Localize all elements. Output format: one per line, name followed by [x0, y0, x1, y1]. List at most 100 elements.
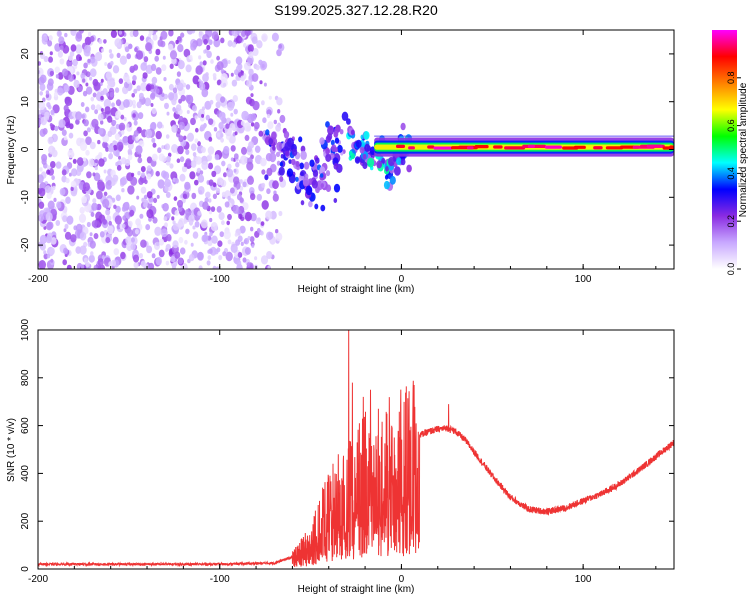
heatmap-cell — [113, 204, 117, 209]
heatmap-cell — [64, 32, 68, 38]
heatmap-cell — [233, 108, 238, 115]
heatmap-cell — [87, 31, 92, 37]
heatmap-cell — [240, 75, 245, 82]
heatmap-cell — [146, 165, 152, 172]
heatmap-cell — [85, 261, 90, 268]
heatmap-cell — [172, 223, 179, 231]
heatmap-cell — [222, 82, 227, 87]
heatmap-cell — [194, 221, 200, 228]
heatmap-cell — [128, 43, 133, 49]
heatmap-cell — [223, 145, 230, 154]
heatmap-cell — [89, 35, 95, 43]
heatmap-cell — [41, 158, 47, 166]
snr-x-tick-label: -200 — [28, 574, 48, 585]
heatmap-cell — [123, 99, 130, 108]
heatmap-cell — [94, 159, 98, 164]
heatmap-cell — [174, 210, 179, 216]
heatmap-cell — [108, 261, 113, 267]
heatmap-cell — [76, 56, 80, 61]
heatmap-cell — [233, 176, 240, 185]
heatmap-cell — [259, 80, 263, 85]
heatmap-cell — [164, 178, 171, 188]
spectrogram-x-axis-label: Height of straight line (km) — [298, 284, 415, 295]
heatmap-cell — [176, 71, 181, 77]
heatmap-cell — [309, 159, 315, 167]
heatmap-cell — [261, 169, 266, 175]
heatmap-cell — [63, 104, 69, 112]
heatmap-cell — [233, 153, 239, 160]
heatmap-cell — [241, 110, 249, 121]
heatmap-cell — [115, 194, 121, 202]
heatmap-cell — [104, 62, 108, 66]
heatmap-cell — [388, 156, 395, 167]
heatmap-cell — [107, 225, 114, 235]
heatmap-cell — [79, 245, 87, 255]
heatmap-cell — [229, 135, 236, 144]
heatmap-cell — [140, 82, 148, 92]
heatmap-cell — [151, 107, 157, 115]
heatmap-cell — [115, 151, 120, 158]
heatmap-cell — [362, 161, 368, 170]
heatmap-cell — [433, 146, 453, 150]
heatmap-cell — [140, 166, 146, 173]
heatmap-cell — [39, 91, 43, 96]
heatmap-cell — [201, 106, 206, 111]
heatmap-cell — [45, 90, 50, 95]
heatmap-cell — [156, 121, 163, 129]
heatmap-cell — [79, 231, 87, 241]
heatmap-cell — [86, 221, 91, 228]
heatmap-cell — [107, 76, 115, 87]
heatmap-cell — [236, 260, 242, 267]
heatmap-cell — [98, 158, 105, 167]
heatmap-cell — [66, 215, 74, 225]
heatmap-cell — [75, 111, 83, 121]
heatmap-cell — [211, 170, 217, 178]
heatmap-cell — [183, 48, 191, 58]
heatmap-cell — [64, 231, 72, 240]
heatmap-cell — [173, 196, 178, 201]
heatmap-cell — [105, 237, 111, 244]
heatmap-cell — [346, 118, 351, 125]
heatmap-cell — [114, 38, 122, 48]
heatmap-cell — [207, 239, 213, 247]
heatmap-cell — [44, 185, 51, 194]
heatmap-cell — [97, 139, 101, 145]
heatmap-cell — [221, 220, 225, 226]
heatmap-cell — [199, 61, 203, 66]
heatmap-cell — [165, 247, 169, 252]
heatmap-cell — [350, 129, 355, 136]
heatmap-cell — [308, 178, 313, 186]
heatmap-cell — [85, 106, 90, 113]
heatmap-cell — [121, 188, 125, 193]
heatmap-cell — [279, 176, 284, 182]
heatmap-cell — [46, 169, 51, 175]
heatmap-cell — [76, 71, 80, 76]
heatmap-cell — [308, 200, 313, 208]
heatmap-cell — [260, 157, 267, 167]
heatmap-cell — [291, 148, 298, 156]
heatmap-cell — [325, 153, 332, 162]
heatmap-cell — [206, 44, 211, 51]
heatmap-cell — [100, 108, 104, 112]
heatmap-cell — [132, 104, 136, 109]
heatmap-cell — [251, 244, 255, 248]
heatmap-cell — [216, 177, 223, 186]
heatmap-cell — [230, 157, 234, 162]
heatmap-cell — [242, 257, 247, 263]
heatmap-cell — [247, 44, 254, 53]
heatmap-cell — [267, 121, 274, 130]
heatmap-cell — [303, 161, 310, 170]
heatmap-cell — [331, 144, 337, 152]
heatmap-cell — [239, 179, 243, 184]
heatmap-cell — [49, 123, 53, 127]
heatmap-cell — [118, 78, 124, 84]
heatmap-cell — [325, 121, 330, 128]
heatmap-cell — [155, 48, 161, 56]
heatmap-cell — [239, 225, 246, 234]
heatmap-cell — [109, 91, 115, 98]
spectrogram-y-tick-label: 0 — [20, 146, 31, 152]
snr-y-tick-label: 800 — [20, 369, 31, 386]
heatmap-cell — [367, 157, 375, 168]
heatmap-cell — [230, 187, 235, 194]
heatmap-cell — [99, 231, 105, 238]
